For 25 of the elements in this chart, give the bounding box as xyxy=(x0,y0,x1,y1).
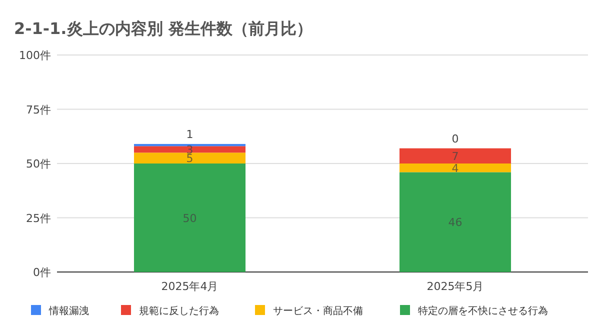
y-tick-label: 25件 xyxy=(26,212,51,225)
data-label: 1 xyxy=(186,128,194,141)
data-label: 4 xyxy=(452,162,459,175)
x-tick-label: 2025年5月 xyxy=(426,280,484,293)
bar xyxy=(399,164,512,172)
chart-title: 2-1-1.炎上の内容別 発生件数（前月比） xyxy=(14,19,312,38)
bar xyxy=(134,144,246,146)
y-tick-label: 75件 xyxy=(26,103,51,116)
y-tick-label: 50件 xyxy=(26,158,51,170)
y-tick-label: 100件 xyxy=(19,49,51,62)
bar xyxy=(399,148,512,164)
bar xyxy=(134,146,246,153)
bar xyxy=(399,172,512,272)
legend-label: 規範に反した行為 xyxy=(139,305,219,317)
legend-label: 特定の層を不快にさせる行為 xyxy=(418,305,548,317)
x-tick-label: 2025年4月 xyxy=(161,280,218,293)
y-tick-label: 0件 xyxy=(33,266,51,279)
data-label: 50 xyxy=(182,212,197,225)
legend-label: 情報漏洩 xyxy=(48,305,89,317)
bar xyxy=(134,152,246,164)
bar xyxy=(134,164,246,272)
data-label: 0 xyxy=(452,132,459,146)
data-label: 7 xyxy=(452,150,459,163)
legend-label: サービス・商品不備 xyxy=(273,305,363,317)
data-label: 46 xyxy=(448,216,462,230)
